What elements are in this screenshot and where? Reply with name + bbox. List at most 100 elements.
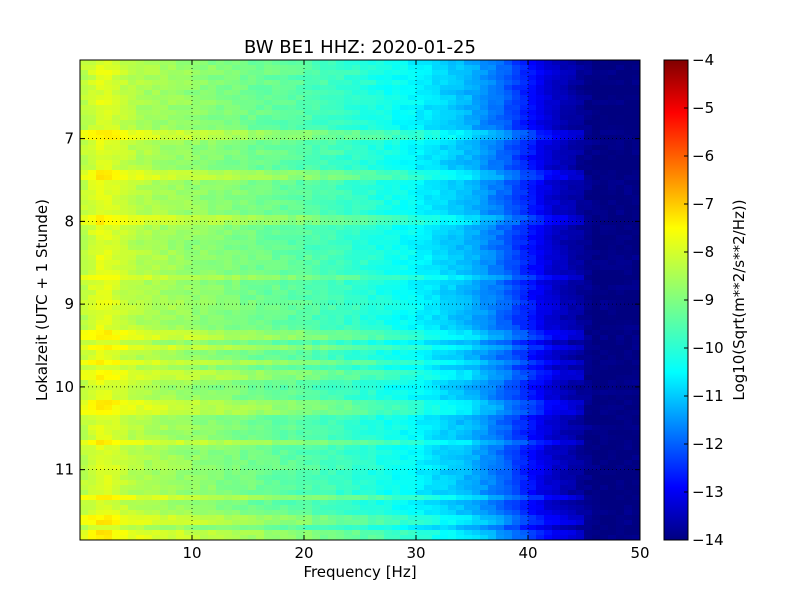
heatmap-cell: [104, 345, 113, 351]
heatmap-cell: [600, 380, 609, 386]
heatmap-cell: [384, 285, 393, 291]
heatmap-cell: [520, 70, 529, 76]
heatmap-cell: [232, 255, 241, 261]
heatmap-cell: [504, 270, 513, 276]
heatmap-cell: [328, 220, 337, 226]
heatmap-cell: [304, 115, 313, 121]
heatmap-cell: [224, 410, 233, 416]
heatmap-cell: [280, 415, 289, 421]
heatmap-cell: [112, 170, 121, 176]
heatmap-cell: [96, 360, 105, 366]
heatmap-cell: [280, 255, 289, 261]
heatmap-cell: [480, 385, 489, 391]
heatmap-cell: [632, 385, 640, 391]
heatmap-cell: [576, 310, 585, 316]
heatmap-cell: [360, 290, 369, 296]
heatmap-cell: [496, 265, 505, 271]
heatmap-cell: [88, 375, 97, 381]
heatmap-cell: [120, 260, 129, 266]
heatmap-cell: [552, 80, 561, 86]
heatmap-cell: [272, 280, 281, 286]
heatmap-cell: [232, 175, 241, 181]
heatmap-cell: [624, 270, 633, 276]
heatmap-cell: [120, 85, 129, 91]
heatmap-cell: [408, 370, 417, 376]
heatmap-cell: [80, 220, 89, 226]
heatmap-cell: [504, 225, 513, 231]
heatmap-cell: [312, 95, 321, 101]
heatmap-cell: [552, 335, 561, 341]
heatmap-cell: [400, 155, 409, 161]
heatmap-cell: [496, 195, 505, 201]
heatmap-cell: [240, 405, 249, 411]
heatmap-cell: [544, 330, 553, 336]
heatmap-cell: [176, 365, 185, 371]
heatmap-cell: [568, 205, 577, 211]
heatmap-cell: [240, 310, 249, 316]
heatmap-cell: [552, 250, 561, 256]
heatmap-cell: [416, 325, 425, 331]
heatmap-cell: [272, 185, 281, 191]
heatmap-cell: [208, 345, 217, 351]
heatmap-cell: [104, 190, 113, 196]
heatmap-cell: [488, 380, 497, 386]
heatmap-cell: [584, 360, 593, 366]
heatmap-cell: [568, 215, 577, 221]
heatmap-cell: [552, 85, 561, 91]
heatmap-cell: [536, 240, 545, 246]
heatmap-cell: [144, 325, 153, 331]
heatmap-cell: [288, 75, 297, 81]
heatmap-cell: [416, 245, 425, 251]
heatmap-cell: [336, 130, 345, 136]
heatmap-cell: [624, 230, 633, 236]
heatmap-cell: [336, 390, 345, 396]
heatmap-cell: [352, 200, 361, 206]
heatmap-cell: [392, 150, 401, 156]
heatmap-cell: [312, 195, 321, 201]
heatmap-cell: [160, 115, 169, 121]
heatmap-cell: [152, 415, 161, 421]
heatmap-cell: [112, 115, 121, 121]
heatmap-cell: [536, 180, 545, 186]
heatmap-cell: [600, 115, 609, 121]
heatmap-cell: [528, 110, 537, 116]
heatmap-cell: [504, 90, 513, 96]
heatmap-cell: [80, 205, 89, 211]
heatmap-cell: [520, 205, 529, 211]
heatmap-cell: [448, 255, 457, 261]
heatmap-cell: [424, 60, 433, 66]
heatmap-cell: [400, 245, 409, 251]
heatmap-cell: [208, 275, 217, 281]
heatmap-cell: [288, 80, 297, 86]
heatmap-cell: [528, 410, 537, 416]
heatmap-cell: [376, 215, 385, 221]
heatmap-cell: [376, 285, 385, 291]
heatmap-cell: [152, 400, 161, 406]
heatmap-cell: [384, 315, 393, 321]
heatmap-cell: [152, 350, 161, 356]
heatmap-cell: [80, 350, 89, 356]
heatmap-cell: [104, 105, 113, 111]
heatmap-cell: [352, 410, 361, 416]
heatmap-cell: [144, 260, 153, 266]
heatmap-cell: [240, 385, 249, 391]
heatmap-cell: [432, 155, 441, 161]
heatmap-cell: [160, 330, 169, 336]
heatmap-cell: [216, 360, 225, 366]
heatmap-cell: [552, 220, 561, 226]
heatmap-cell: [176, 415, 185, 421]
heatmap-cell: [608, 235, 617, 241]
heatmap-cell: [624, 310, 633, 316]
heatmap-cell: [320, 190, 329, 196]
heatmap-cell: [256, 255, 265, 261]
heatmap-cell: [456, 100, 465, 106]
heatmap-cell: [536, 125, 545, 131]
heatmap-cell: [88, 200, 97, 206]
heatmap-cell: [456, 135, 465, 141]
heatmap-cell: [376, 315, 385, 321]
heatmap-cell: [568, 225, 577, 231]
heatmap-cell: [160, 335, 169, 341]
heatmap-cell: [624, 250, 633, 256]
heatmap-cell: [352, 330, 361, 336]
heatmap-cell: [264, 165, 273, 171]
